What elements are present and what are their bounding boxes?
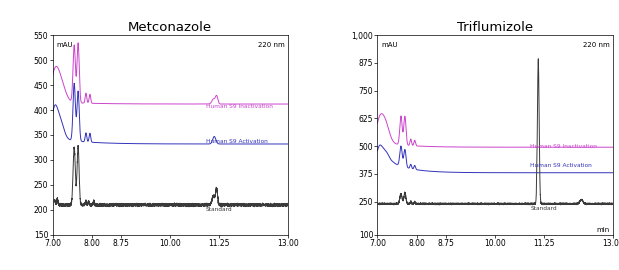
Text: 220 nm: 220 nm (258, 42, 285, 48)
Title: Triflumizole: Triflumizole (457, 21, 533, 34)
Text: Standard: Standard (530, 206, 557, 211)
Text: Human S9 Inactivation: Human S9 Inactivation (206, 103, 272, 109)
Text: Standard: Standard (206, 207, 232, 212)
Text: 220 nm: 220 nm (582, 42, 609, 48)
Text: min: min (596, 227, 609, 233)
Text: Human S9 Inactivation: Human S9 Inactivation (530, 144, 597, 149)
Title: Metconazole: Metconazole (128, 21, 212, 34)
Text: Human S9 Activation: Human S9 Activation (530, 163, 592, 168)
Text: mAU: mAU (56, 42, 73, 48)
Text: Human S9 Activation: Human S9 Activation (206, 139, 267, 144)
Text: mAU: mAU (381, 42, 397, 48)
